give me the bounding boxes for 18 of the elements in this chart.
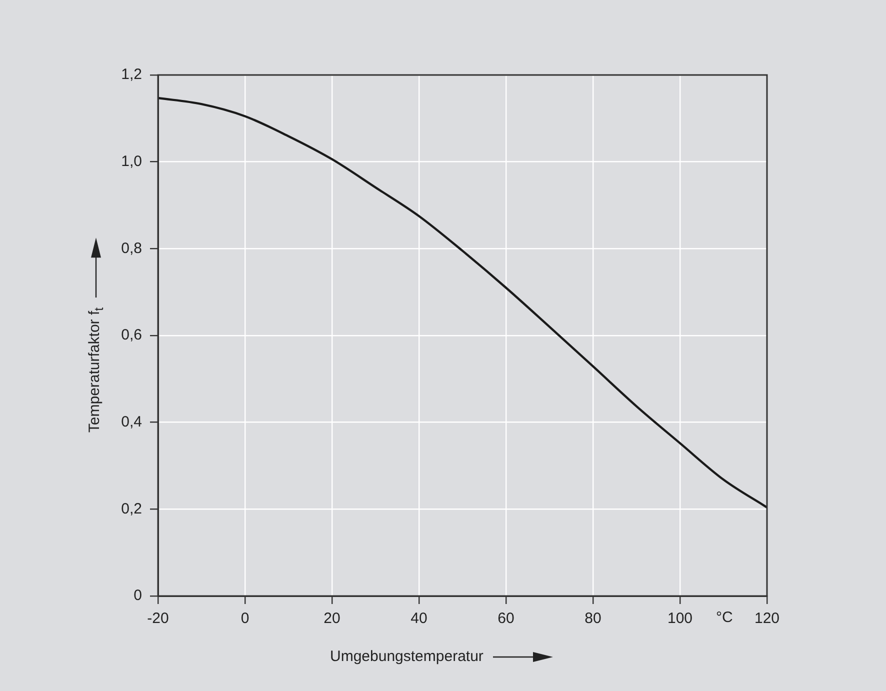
y-tick-label: 0,2	[121, 500, 142, 518]
x-tick-label: 100	[667, 610, 693, 628]
x-tick-label: 80	[584, 610, 602, 628]
line-series	[158, 96, 767, 509]
y-tick-label: 0	[134, 587, 142, 604]
y-tick-label: 0,4	[121, 413, 142, 430]
x-axis-title: Umgebungstemperatur	[330, 648, 484, 665]
y-tick-label: 1,2	[121, 66, 142, 84]
text: °C	[716, 609, 733, 626]
y-tick-label: 0,8	[121, 240, 142, 257]
x-tick-label: 120	[754, 610, 780, 628]
y-tick-label: 1,0	[121, 152, 142, 170]
y-tick-label: 0,6	[121, 326, 142, 344]
x-tick-label: 20	[324, 610, 340, 628]
x-tick-label: -20	[147, 610, 169, 628]
x-tick-label: 0	[240, 610, 250, 628]
x-tick-label: 60	[498, 610, 514, 628]
x-tick-label: 40	[410, 610, 428, 628]
